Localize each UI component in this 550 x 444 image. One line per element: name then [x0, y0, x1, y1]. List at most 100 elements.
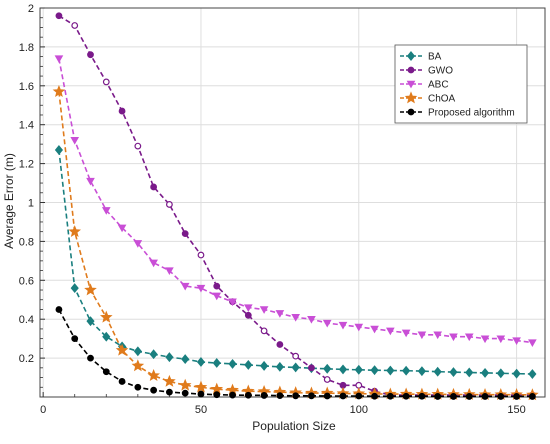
- y-tick-label: 0.2: [19, 353, 34, 365]
- data-point-ba: [212, 358, 221, 368]
- data-point-gwo: [197, 251, 205, 259]
- data-point-abc: [528, 339, 537, 347]
- data-point-choa: [131, 359, 145, 372]
- data-point-ba: [54, 145, 64, 155]
- data-point-proposed-algorithm: [150, 386, 158, 394]
- data-point-gwo: [181, 230, 189, 238]
- data-point-ba: [370, 365, 379, 376]
- y-tick-label: 1.4: [19, 120, 34, 132]
- data-point-ba: [260, 360, 269, 371]
- data-point-ba: [386, 365, 395, 376]
- data-point-abc: [464, 333, 474, 342]
- data-point-ba: [133, 346, 142, 357]
- series-group: [52, 12, 539, 401]
- data-point-abc: [86, 177, 95, 186]
- data-point-proposed-algorithm: [229, 391, 236, 399]
- data-point-gwo: [308, 364, 315, 372]
- data-point-abc: [480, 335, 490, 344]
- legend-label-proposed-algorithm: Proposed algorithm: [428, 108, 515, 119]
- data-point-ba: [480, 367, 490, 378]
- data-point-abc: [149, 259, 158, 268]
- data-point-ba: [196, 357, 206, 367]
- y-tick-label: 2: [28, 3, 34, 15]
- y-tick-label: 0.6: [19, 275, 34, 287]
- data-point-proposed-algorithm: [386, 392, 394, 400]
- data-point-proposed-algorithm: [418, 392, 426, 400]
- data-point-gwo: [150, 183, 158, 191]
- data-point-ba: [86, 316, 95, 327]
- data-point-abc: [386, 327, 395, 336]
- legend-marker-abc: [406, 80, 416, 89]
- legend: BA GWO ABC ChOA Proposed algorithm: [394, 44, 528, 124]
- data-point-ba: [417, 366, 426, 377]
- data-point-ba: [165, 352, 174, 363]
- x-tick-label: 150: [507, 404, 525, 416]
- grid: [40, 7, 545, 397]
- data-point-proposed-algorithm: [181, 389, 189, 397]
- data-point-abc: [275, 310, 285, 318]
- series-line-ba: [58, 149, 533, 375]
- data-point-abc: [243, 304, 253, 312]
- data-point-ba: [449, 367, 458, 378]
- data-point-ba: [275, 361, 284, 372]
- data-point-abc: [180, 282, 190, 291]
- data-point-proposed-algorithm: [260, 392, 268, 399]
- series-ba: [54, 145, 537, 379]
- data-point-abc: [354, 323, 364, 332]
- data-point-ba: [512, 368, 521, 379]
- legend-marker-gwo: [407, 66, 415, 74]
- data-point-ba: [228, 358, 237, 369]
- data-point-proposed-algorithm: [402, 392, 410, 400]
- data-point-abc: [417, 331, 427, 340]
- data-point-ba: [433, 366, 442, 377]
- x-tick-label: 0: [40, 404, 46, 416]
- y-tick-label: 1.8: [19, 42, 34, 54]
- data-point-ba: [354, 364, 363, 375]
- series-abc: [54, 55, 537, 347]
- data-point-ba: [496, 368, 505, 379]
- legend-marker-proposed-algorithm: [407, 108, 415, 116]
- data-point-choa: [84, 283, 97, 296]
- data-point-ba: [338, 364, 348, 375]
- data-point-proposed-algorithm: [355, 392, 363, 400]
- legend-label-abc: ABC: [428, 80, 449, 91]
- legend-marker-choa: [404, 91, 418, 104]
- data-point-proposed-algorithm: [71, 335, 79, 343]
- data-point-abc: [165, 267, 174, 275]
- data-point-proposed-algorithm: [481, 393, 489, 400]
- data-point-proposed-algorithm: [134, 383, 142, 391]
- data-point-proposed-algorithm: [323, 392, 331, 400]
- data-point-proposed-algorithm: [497, 393, 505, 400]
- data-point-proposed-algorithm: [513, 393, 520, 400]
- data-point-proposed-algorithm: [118, 378, 126, 385]
- data-point-ba: [149, 349, 158, 360]
- data-point-abc: [307, 316, 316, 324]
- y-tick-label: 1: [28, 198, 34, 210]
- legend-label-choa: ChOA: [428, 94, 456, 105]
- x-tick-label: 100: [350, 404, 368, 416]
- data-point-proposed-algorithm: [450, 393, 457, 400]
- data-point-abc: [259, 306, 269, 314]
- data-point-abc: [512, 337, 521, 346]
- data-point-gwo: [260, 327, 268, 335]
- x-axis-label: Population Size: [252, 419, 336, 433]
- data-point-abc: [322, 319, 332, 328]
- data-point-ba: [102, 331, 111, 342]
- series-choa: [52, 85, 539, 401]
- data-point-proposed-algorithm: [166, 388, 173, 396]
- data-point-gwo: [292, 352, 300, 360]
- data-point-gwo: [134, 142, 142, 150]
- data-point-choa: [68, 225, 82, 238]
- data-point-proposed-algorithm: [87, 354, 94, 362]
- data-point-abc: [496, 335, 506, 344]
- data-point-abc: [370, 325, 379, 334]
- data-point-abc: [133, 240, 143, 248]
- data-point-abc: [70, 137, 80, 145]
- data-point-gwo: [87, 51, 94, 59]
- data-point-abc: [449, 333, 458, 342]
- data-point-gwo: [118, 107, 126, 115]
- data-point-gwo: [55, 12, 63, 20]
- data-point-gwo: [213, 282, 221, 290]
- data-point-ba: [528, 369, 537, 379]
- legend-label-gwo: GWO: [428, 66, 453, 77]
